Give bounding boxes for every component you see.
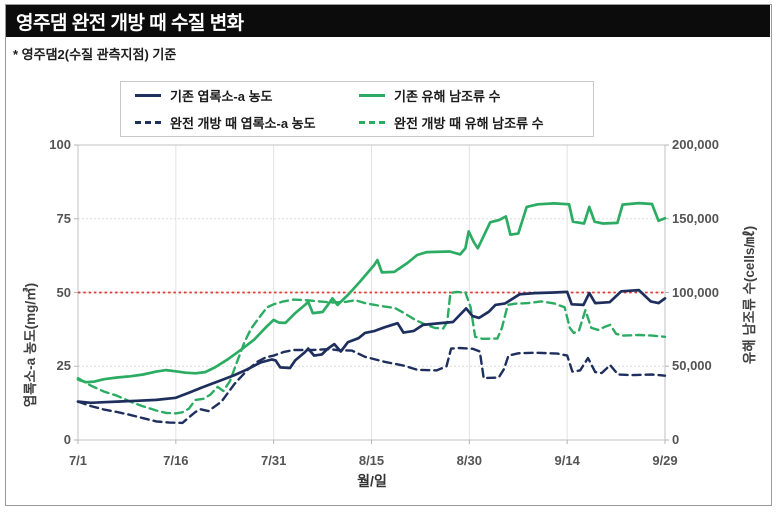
series-line-1 bbox=[76, 288, 667, 405]
page-title: 영주댐 완전 개방 때 수질 변화 bbox=[16, 12, 244, 34]
solid-line-marker-icon bbox=[135, 94, 161, 97]
title-bar: 영주댐 완전 개방 때 수질 변화 bbox=[6, 5, 770, 37]
y-left-tick-label: 0 bbox=[63, 432, 71, 447]
legend-item: 완전 개방 때 엽록소-a 농도 bbox=[135, 113, 359, 132]
x-tick-label: 8/15 bbox=[358, 453, 385, 468]
legend-item: 기존 엽록소-a 농도 bbox=[135, 86, 359, 105]
x-tick-label: 7/1 bbox=[68, 453, 88, 468]
y-right-tick-label: 200,000 bbox=[672, 137, 719, 152]
y-left-tick-label: 75 bbox=[56, 210, 71, 226]
x-tick-label: 9/14 bbox=[554, 453, 580, 468]
legend-item-label: 기존 엽록소-a 농도 bbox=[170, 89, 273, 104]
legend-item: 완전 개방 때 유해 남조류 수 bbox=[359, 113, 593, 132]
x-tick-label: 7/31 bbox=[261, 453, 287, 468]
legend-item-label: 완전 개방 때 유해 남조류 수 bbox=[394, 116, 544, 131]
dashed-line-marker-icon bbox=[135, 121, 161, 124]
y-axis-left-title: 엽록소-a 농도(mg/㎥) bbox=[23, 282, 38, 408]
series-line-3 bbox=[76, 201, 667, 384]
y-left-tick-label: 100 bbox=[49, 137, 71, 152]
y-right-tick-label: 150,000 bbox=[672, 210, 719, 226]
subtitle-note: * 영주댐2(수질 관측지점) 기준 bbox=[13, 47, 177, 62]
y-right-tick-label: 50,000 bbox=[672, 358, 712, 374]
dashed-line-marker-icon bbox=[359, 121, 385, 124]
x-axis-title: 월/일 bbox=[357, 473, 387, 489]
x-tick-label: 8/30 bbox=[456, 453, 482, 468]
legend-item-label: 기존 유해 남조류 수 bbox=[394, 89, 501, 104]
solid-line-marker-icon bbox=[359, 94, 385, 97]
series-line-4 bbox=[76, 290, 667, 415]
y-axis-right-title: 유해 남조류 수(cells/㎖) bbox=[742, 225, 757, 365]
y-left-tick-label: 25 bbox=[56, 358, 71, 374]
y-right-tick-label: 0 bbox=[672, 432, 680, 447]
x-tick-label: 9/29 bbox=[652, 453, 678, 468]
y-left-tick-label: 50 bbox=[56, 284, 71, 300]
x-tick-label: 7/16 bbox=[163, 453, 189, 468]
y-right-tick-label: 100,000 bbox=[672, 284, 719, 300]
legend-item-label: 완전 개방 때 엽록소-a 농도 bbox=[170, 116, 316, 131]
legend-item: 기존 유해 남조류 수 bbox=[359, 86, 593, 105]
